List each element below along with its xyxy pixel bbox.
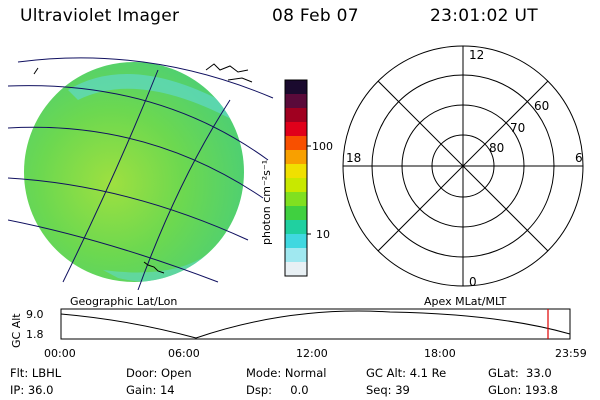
- apex-panel-label: Apex MLat/MLT: [424, 295, 507, 308]
- mlt-label-12: 12: [469, 48, 484, 62]
- x-tick-0600: 06:00: [168, 347, 200, 360]
- x-tick-1800: 18:00: [424, 347, 456, 360]
- lat-label-60: 60: [534, 99, 549, 113]
- meridian-diag-2: [377, 80, 549, 252]
- x-tick-0000: 00:00: [44, 347, 76, 360]
- coastline: [33, 63, 253, 274]
- date-label: 08 Feb 07: [272, 6, 359, 26]
- ip-info: IP: 36.0: [10, 383, 54, 397]
- lat-label-70: 70: [510, 121, 525, 135]
- colorbar-segment: [285, 234, 307, 249]
- y-tick-1-8: 1.8: [26, 328, 44, 341]
- colorbar-segment: [285, 136, 307, 151]
- lat-label-80: 80: [489, 141, 504, 155]
- polar-plot: 12 0 18 6 60 70 80: [342, 45, 584, 289]
- instrument-title: Ultraviolet Imager: [20, 6, 180, 26]
- auroral-image: [8, 57, 274, 290]
- colorbar-segment: [285, 94, 307, 109]
- cyan-fringe: [68, 74, 238, 120]
- gain-info: Gain: 14: [126, 383, 175, 397]
- colorbar-segment: [285, 262, 307, 277]
- colorbar-segment: [285, 206, 307, 221]
- altitude-plot: [60, 308, 571, 340]
- colorbar: [284, 79, 311, 277]
- filter-info: Flt: LBHL: [10, 366, 62, 380]
- colorbar-unit-label: photon cm⁻²s⁻¹: [260, 159, 273, 245]
- seq-info: Seq: 39: [366, 383, 410, 397]
- geo-panel-label: Geographic Lat/Lon: [70, 295, 178, 308]
- mlt-label-18: 18: [346, 151, 361, 165]
- x-tick-1200: 12:00: [296, 347, 328, 360]
- colorbar-segment: [285, 150, 307, 165]
- dsp-info: Dsp: 0.0: [246, 383, 309, 397]
- colorbar-tick-10: 10: [316, 228, 330, 241]
- glon-info: GLon: 193.8: [488, 383, 558, 397]
- colorbar-segment: [285, 122, 307, 137]
- colorbar-segment: [285, 108, 307, 123]
- gc-alt-axis-label: GC Alt: [10, 313, 23, 348]
- colorbar-segment: [285, 248, 307, 263]
- colorbar-segment: [285, 192, 307, 207]
- colorbar-segment: [285, 164, 307, 179]
- y-tick-9: 9.0: [26, 308, 44, 321]
- colorbar-segment: [285, 80, 307, 95]
- mode-info: Mode: Normal: [246, 366, 327, 380]
- colorbar-segment: [285, 178, 307, 193]
- mlt-label-0: 0: [469, 275, 477, 289]
- earth-disk: [24, 62, 244, 282]
- altitude-plot-frame: [60, 308, 571, 340]
- mlt-label-6: 6: [575, 151, 583, 165]
- colorbar-tick-100: 100: [312, 140, 333, 153]
- glat-info: GLat: 33.0: [488, 366, 552, 380]
- x-tick-2359: 23:59: [555, 347, 587, 360]
- gc-alt-info: GC Alt: 4.1 Re: [366, 366, 447, 380]
- door-info: Door: Open: [126, 366, 192, 380]
- altitude-curve: [60, 310, 571, 339]
- geo-grid: [8, 57, 274, 290]
- colorbar-segment: [285, 220, 307, 235]
- time-label: 23:01:02 UT: [430, 6, 538, 26]
